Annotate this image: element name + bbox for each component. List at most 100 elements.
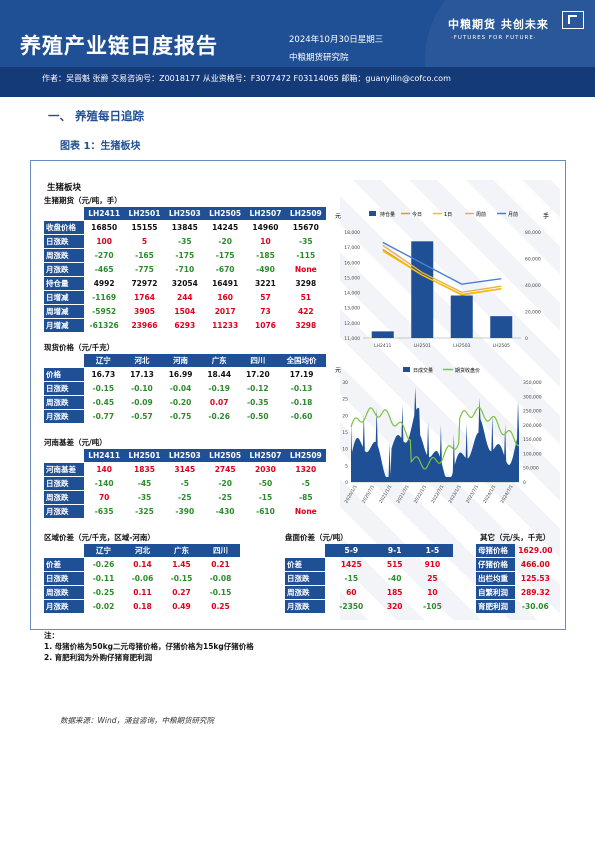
table-row: 育肥利润 -30.06 bbox=[476, 600, 556, 613]
column-header: 辽宁 bbox=[84, 354, 123, 367]
y-tick-label: 30 bbox=[342, 380, 348, 386]
table-cell: -270 bbox=[94, 251, 114, 260]
table-cell: 16.99 bbox=[168, 370, 193, 379]
column-header: 四川 bbox=[238, 354, 278, 367]
legend-label: 日成交量 bbox=[413, 367, 433, 374]
table-cell: 6293 bbox=[174, 321, 196, 330]
table-cell: 16850 bbox=[91, 223, 118, 232]
x-tick-label: 2020/1/1 bbox=[343, 484, 358, 505]
table-cell: 3145 bbox=[174, 465, 196, 474]
table-cell: 125.53 bbox=[520, 574, 550, 583]
table-cell: -175 bbox=[215, 251, 235, 260]
table-cell: 185 bbox=[386, 588, 403, 597]
table-cell: 0.21 bbox=[211, 560, 230, 569]
table-cell: 10 bbox=[427, 588, 438, 597]
section-title: 一、 养殖每日追踪 bbox=[48, 109, 145, 123]
table-cell: -775 bbox=[135, 265, 154, 274]
x-tick-label: 2022/1/1 bbox=[413, 484, 428, 505]
table-cell: -0.15 bbox=[92, 384, 115, 393]
column-header: LH2505 bbox=[204, 449, 246, 462]
row-label: 日增减 bbox=[44, 291, 84, 304]
column-header: LH2507 bbox=[245, 449, 286, 462]
table-cell: -490 bbox=[256, 265, 275, 274]
table-row: 出栏均重 125.53 bbox=[476, 572, 556, 585]
left-unit-label: 元 bbox=[335, 213, 341, 220]
row-label: 出栏均重 bbox=[476, 572, 515, 585]
table-cell: -325 bbox=[135, 507, 154, 516]
table-row: 月增减 -61326 23966 6293 11233 1076 3298 bbox=[44, 319, 326, 332]
table-cell: 17.20 bbox=[245, 370, 270, 379]
y2-tick-label: 20,000 bbox=[525, 310, 541, 316]
table-cell: -0.26 bbox=[92, 560, 115, 569]
row-label: 日涨跌 bbox=[285, 572, 325, 585]
y2-tick-label: 0 bbox=[525, 336, 528, 342]
y2-tick-label: 50,000 bbox=[523, 466, 539, 472]
report-date: 2024年10月30日星期三 bbox=[289, 35, 384, 45]
table-cell: -115 bbox=[296, 251, 316, 260]
table-row: 母猪价格 1629.00 bbox=[476, 544, 556, 557]
panel-title: 生猪板块 bbox=[47, 183, 82, 193]
table-cell: -61326 bbox=[89, 321, 119, 330]
table-cell: 1629.00 bbox=[518, 546, 553, 555]
row-label: 日涨跌 bbox=[44, 235, 84, 248]
table-cell: -35 bbox=[137, 493, 152, 502]
table-row: 价格 16.73 17.13 16.99 18.44 17.20 17.19 bbox=[44, 368, 326, 381]
y2-tick-label: 250,000 bbox=[523, 409, 542, 415]
x-tick-label: LH2501 bbox=[414, 343, 431, 349]
y-tick-label: 12,000 bbox=[344, 321, 360, 327]
table-cell: 32054 bbox=[171, 279, 198, 288]
table-cell: -25 bbox=[178, 493, 192, 502]
table-cell: -635 bbox=[94, 507, 114, 516]
table-cell: None bbox=[294, 265, 317, 274]
table-cell: -0.13 bbox=[290, 384, 313, 393]
left-unit-label: 元 bbox=[335, 367, 341, 374]
note-item: 2. 育肥利润为外购仔猪育肥利润 bbox=[44, 653, 153, 662]
table-row: 周涨跌 -0.25 0.11 0.27 -0.15 bbox=[44, 586, 240, 599]
table-cell: -0.12 bbox=[247, 384, 269, 393]
table-cell: -670 bbox=[215, 265, 235, 274]
table-corner bbox=[44, 544, 84, 557]
table-cell: 11233 bbox=[212, 321, 239, 330]
table-row: 周增减 -5952 3905 1504 2017 73 422 bbox=[44, 305, 326, 318]
author-info: 作者：吴晋魁 张爵 交易咨询号：Z0018177 从业资格号：F3077472 … bbox=[42, 74, 451, 83]
table-cell: 25 bbox=[427, 574, 438, 583]
column-header: LH2411 bbox=[84, 207, 125, 220]
y2-tick-label: 80,000 bbox=[525, 230, 541, 236]
basis-table: LH2411 LH2501 LH2503 LH2505 LH2507 LH2509 河南基差… bbox=[44, 448, 326, 519]
table-cell: -5 bbox=[180, 479, 189, 488]
regional-spread-table: 辽宁 河北 广东 四川 价差 -0.26 0.14 1.45 0.21 日涨跌 -0.11 -0.06… bbox=[44, 543, 240, 614]
right-unit-label: 手 bbox=[543, 212, 549, 220]
row-label: 月增减 bbox=[44, 319, 84, 332]
bar-open-interest bbox=[371, 331, 394, 338]
row-label: 月涨跌 bbox=[44, 600, 84, 613]
table-row: 月涨跌 -2350 320 -105 bbox=[285, 600, 453, 613]
bar-open-interest bbox=[450, 295, 473, 338]
table-row: 周涨跌 -270 -165 -175 -175 -185 -115 bbox=[44, 249, 326, 262]
note-item: 1. 母猪价格为50kg二元母猪价格，仔猪价格为15kg仔猪价格 bbox=[44, 642, 254, 651]
futures-table-title: 生猪期货（元/吨，手） bbox=[44, 196, 122, 205]
table-cell: 1320 bbox=[295, 465, 317, 474]
table-row: 日涨跌 -15 -40 25 bbox=[285, 572, 453, 585]
table-cell: 1076 bbox=[255, 321, 276, 330]
table-cell: -610 bbox=[256, 507, 275, 516]
y-tick-label: 17,000 bbox=[344, 245, 360, 251]
y-tick-label: 0 bbox=[345, 480, 348, 486]
table-cell: 1504 bbox=[174, 307, 196, 316]
table-cell: 0.11 bbox=[133, 588, 152, 597]
row-label: 仔猪价格 bbox=[476, 558, 515, 571]
column-header: LH2509 bbox=[285, 207, 326, 220]
table-cell: -430 bbox=[215, 507, 235, 516]
column-header: 9-1 bbox=[377, 544, 412, 557]
y2-tick-label: 350,000 bbox=[523, 380, 542, 386]
row-label: 持仓量 bbox=[44, 277, 84, 290]
table-cell: -0.18 bbox=[290, 398, 313, 407]
y-tick-label: 14,000 bbox=[344, 291, 360, 297]
table-cell: 0.18 bbox=[133, 602, 152, 611]
table-cell: 910 bbox=[424, 560, 441, 569]
row-label: 周涨跌 bbox=[285, 586, 325, 599]
table-row: 日涨跌 -140 -45 -5 -20 -50 -5 bbox=[44, 477, 326, 490]
table-cell: -0.08 bbox=[209, 574, 232, 583]
table-cell: -0.02 bbox=[92, 602, 115, 611]
table-cell: 3905 bbox=[134, 307, 155, 316]
table-cell: 422 bbox=[297, 307, 314, 316]
